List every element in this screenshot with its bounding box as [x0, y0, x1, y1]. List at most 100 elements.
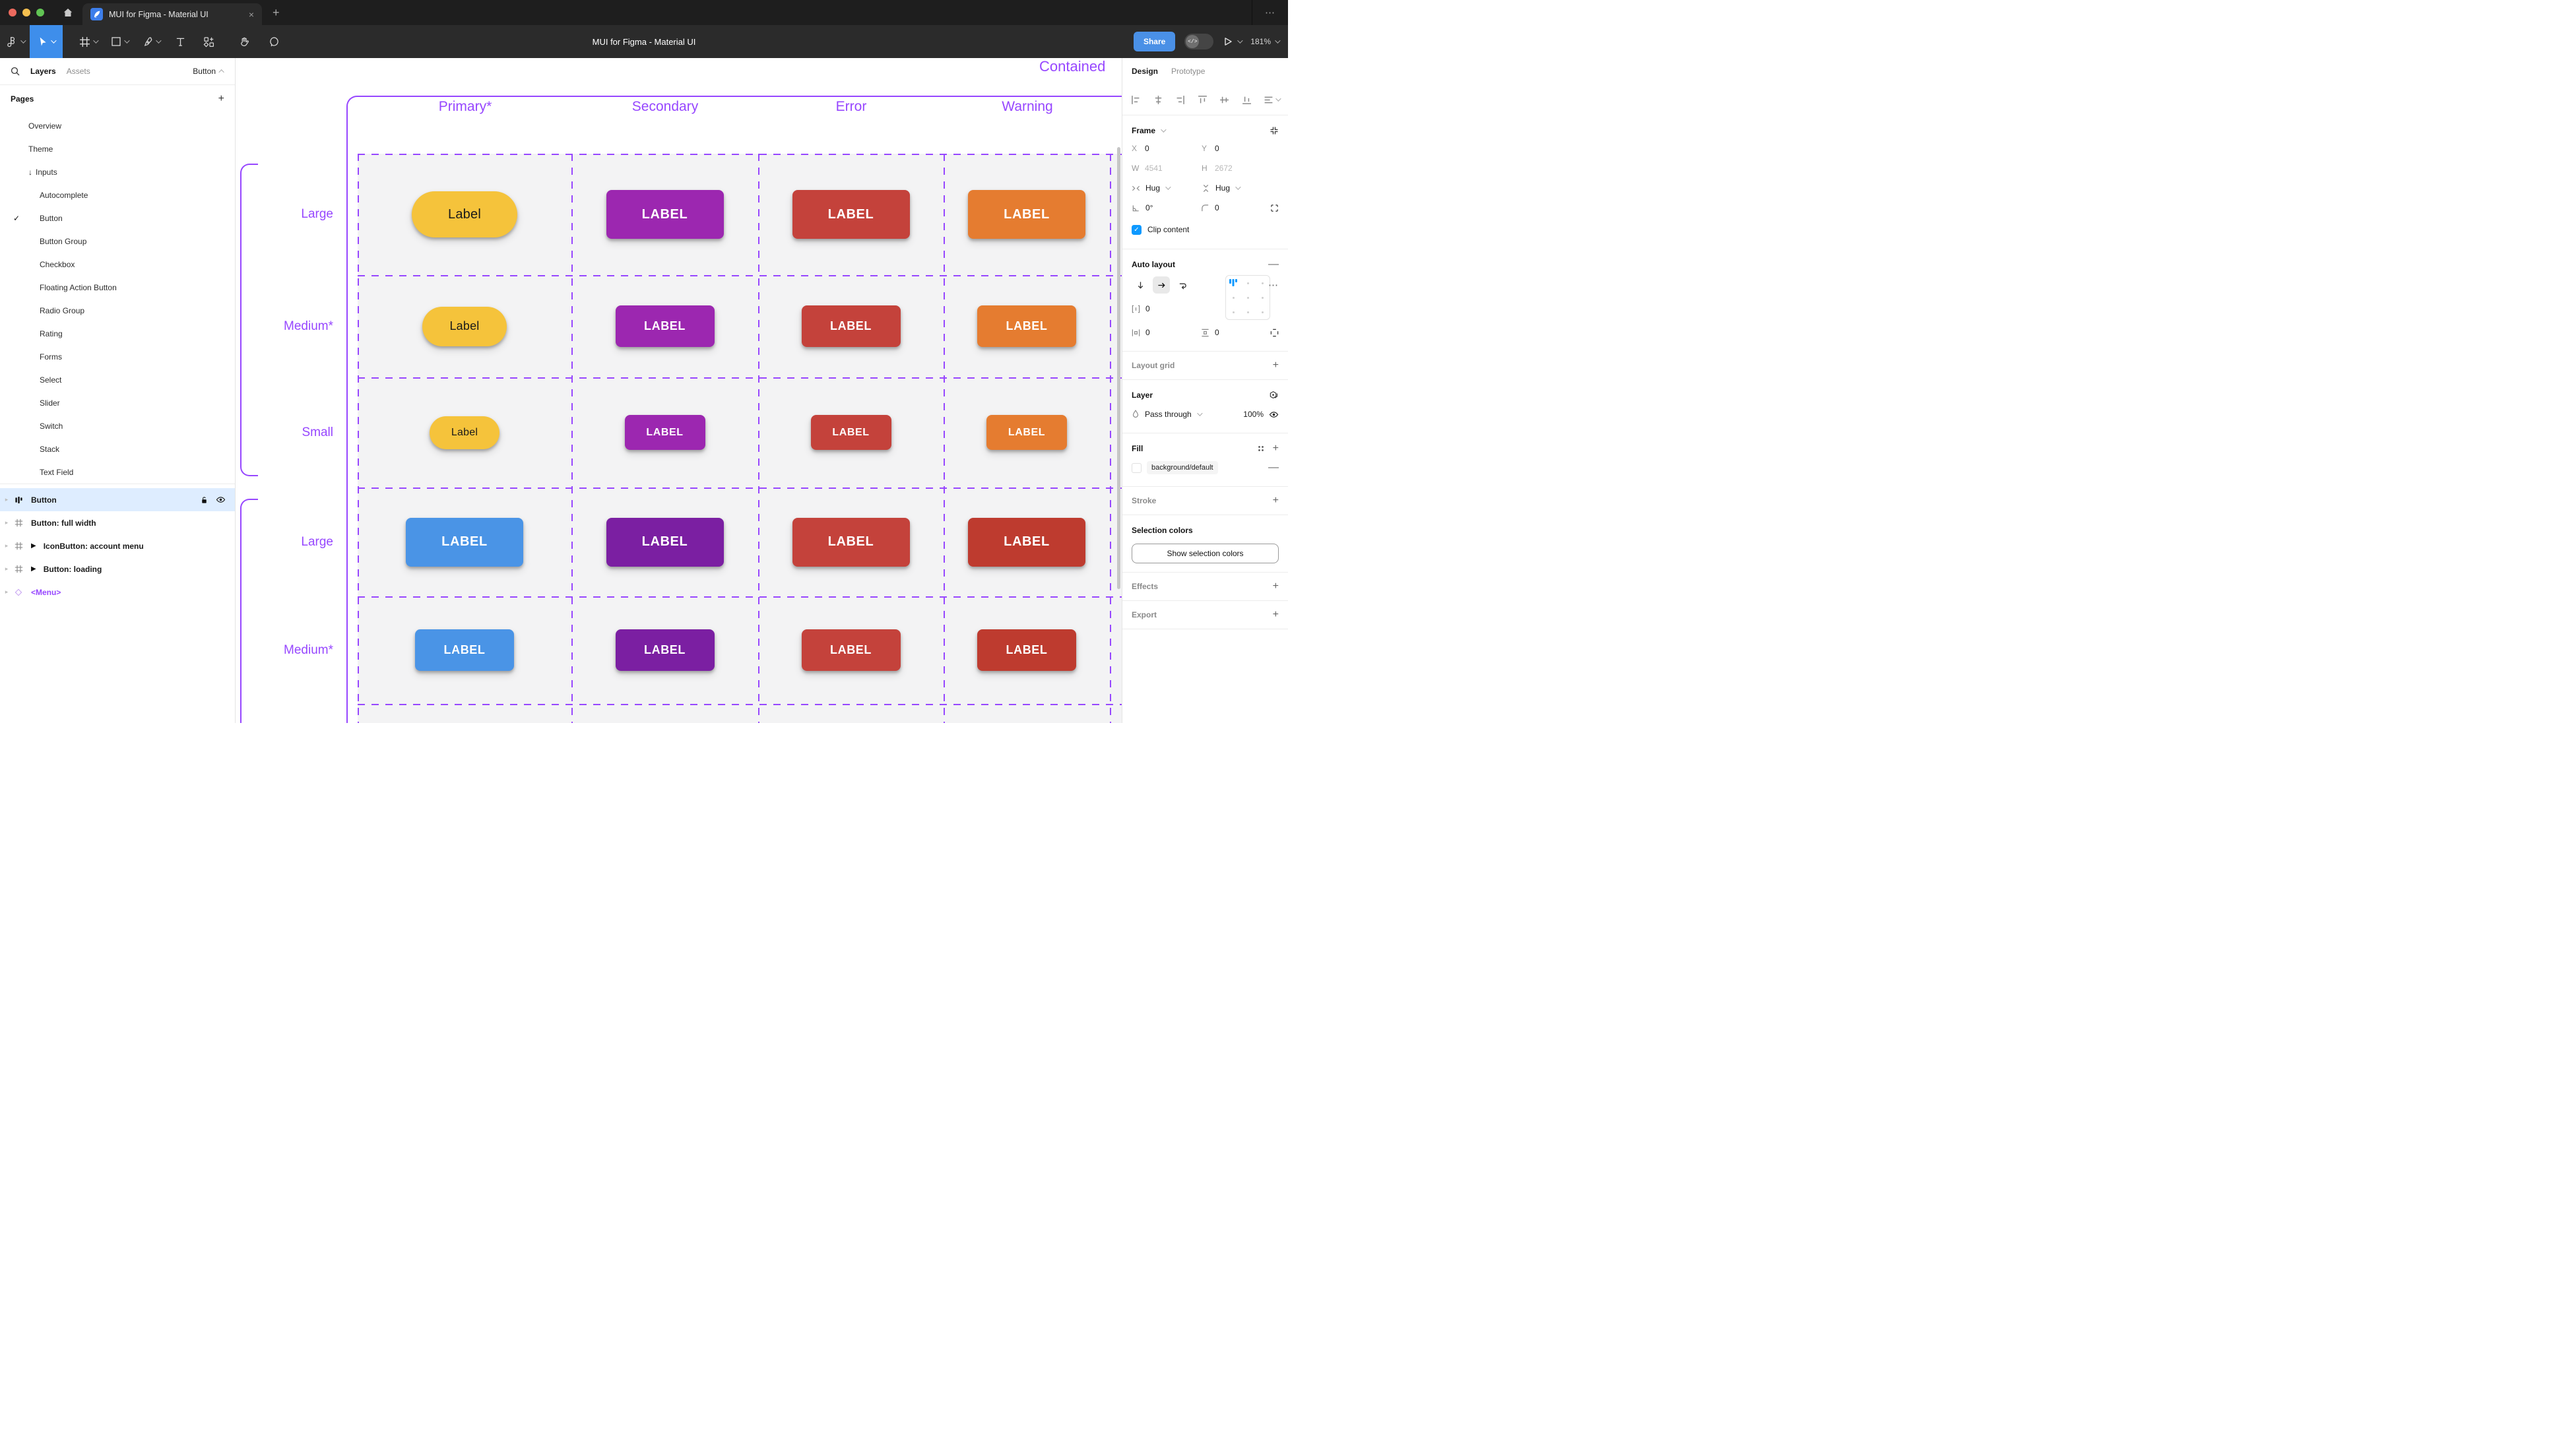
- width-value[interactable]: 4541: [1145, 164, 1163, 173]
- collapse-icon[interactable]: [1270, 126, 1279, 135]
- component-selector[interactable]: Button: [193, 67, 224, 76]
- tab-assets[interactable]: Assets: [66, 67, 90, 76]
- visibility-eye-icon[interactable]: [216, 495, 226, 504]
- layer-row[interactable]: ▸ ▶ Button: loading: [0, 557, 235, 581]
- caret-right-icon[interactable]: ▸: [5, 496, 9, 503]
- button-error-large-alt[interactable]: LABEL: [792, 517, 910, 567]
- fill-style-chip[interactable]: background/default: [1147, 461, 1218, 474]
- page-item[interactable]: Theme: [28, 144, 53, 154]
- main-menu-button[interactable]: [0, 25, 30, 58]
- button-primary-large[interactable]: Label: [412, 191, 517, 237]
- button-secondary-medium[interactable]: LABEL: [615, 305, 715, 347]
- button-primary-small[interactable]: Label: [430, 416, 499, 449]
- pen-tool-button[interactable]: [135, 25, 167, 58]
- layer-row-instance[interactable]: ▸ <Menu>: [0, 581, 235, 604]
- align-left-icon[interactable]: [1131, 95, 1141, 105]
- add-fill-button[interactable]: +: [1272, 443, 1279, 454]
- window-more-menu-button[interactable]: ⋯: [1265, 7, 1275, 18]
- minimize-window-button[interactable]: [22, 9, 30, 16]
- align-right-icon[interactable]: [1175, 95, 1185, 105]
- auto-layout-vertical-button[interactable]: [1132, 276, 1149, 294]
- fill-color-swatch[interactable]: [1132, 462, 1142, 473]
- add-page-button[interactable]: +: [218, 93, 224, 104]
- page-item[interactable]: Select: [40, 375, 62, 385]
- button-warning-small[interactable]: LABEL: [986, 415, 1067, 450]
- page-item[interactable]: Autocomplete: [40, 190, 88, 200]
- caret-right-icon[interactable]: ▸: [5, 542, 9, 549]
- button-primary-large-alt[interactable]: LABEL: [406, 517, 523, 567]
- page-item[interactable]: Text Field: [40, 467, 74, 477]
- button-secondary-large[interactable]: LABEL: [606, 190, 724, 239]
- frame-section-title[interactable]: Frame: [1132, 126, 1156, 135]
- button-warning-medium-alt[interactable]: LABEL: [977, 629, 1076, 671]
- x-value[interactable]: 0: [1145, 144, 1149, 153]
- auto-layout-more-button[interactable]: ⋯: [1268, 280, 1279, 291]
- opacity-value[interactable]: 100%: [1243, 410, 1264, 419]
- tab-design[interactable]: Design: [1132, 67, 1159, 76]
- file-tab[interactable]: MUI for Figma - Material UI ×: [82, 3, 262, 25]
- align-bottom-icon[interactable]: [1242, 95, 1252, 105]
- gap-field[interactable]: 0: [1132, 299, 1217, 319]
- button-error-medium[interactable]: LABEL: [801, 305, 901, 347]
- page-item[interactable]: Stack: [40, 444, 60, 454]
- button-error-medium-alt[interactable]: LABEL: [801, 629, 901, 671]
- height-value[interactable]: 2672: [1215, 164, 1233, 173]
- distribute-menu[interactable]: [1264, 95, 1281, 105]
- corner-radius-field[interactable]: 0: [1201, 203, 1270, 212]
- add-stroke-button[interactable]: +: [1272, 495, 1279, 506]
- button-error-small[interactable]: LABEL: [810, 415, 891, 450]
- page-item[interactable]: Checkbox: [40, 259, 75, 269]
- layer-row[interactable]: ▸ Button: full width: [0, 511, 235, 534]
- auto-layout-wrap-button[interactable]: [1174, 276, 1191, 294]
- layer-row-selected[interactable]: ▸ Button: [0, 488, 235, 511]
- close-tab-icon[interactable]: ×: [248, 9, 254, 20]
- hand-tool-button[interactable]: [229, 25, 259, 58]
- dev-mode-toggle[interactable]: </>: [1184, 34, 1214, 49]
- page-item[interactable]: Radio Group: [40, 305, 85, 315]
- page-item[interactable]: ↓ Inputs: [28, 167, 57, 177]
- independent-corners-icon[interactable]: [1270, 204, 1279, 212]
- button-warning-large-alt[interactable]: LABEL: [968, 517, 1085, 567]
- vertical-resizing-select[interactable]: Hug: [1202, 183, 1272, 193]
- zoom-window-button[interactable]: [36, 9, 44, 16]
- caret-right-icon[interactable]: ▸: [5, 565, 9, 572]
- button-primary-medium-alt[interactable]: LABEL: [415, 629, 514, 671]
- auto-layout-horizontal-button-selected[interactable]: [1153, 276, 1170, 294]
- rotation-field[interactable]: 0°: [1132, 203, 1201, 212]
- individual-padding-icon[interactable]: [1270, 329, 1279, 337]
- page-item[interactable]: Slider: [40, 398, 60, 408]
- button-secondary-small[interactable]: LABEL: [624, 415, 705, 450]
- layer-row[interactable]: ▸ ▶ IconButton: account menu: [0, 534, 235, 557]
- vertical-padding-field[interactable]: 0: [1201, 328, 1270, 337]
- caret-right-icon[interactable]: ▸: [5, 588, 9, 595]
- home-button[interactable]: [53, 0, 82, 25]
- zoom-menu[interactable]: 181%: [1250, 37, 1281, 46]
- page-item[interactable]: Floating Action Button: [40, 282, 117, 292]
- present-button[interactable]: [1223, 36, 1243, 47]
- add-layout-grid-button[interactable]: +: [1272, 360, 1279, 371]
- comment-tool-button[interactable]: [259, 25, 288, 58]
- horizontal-padding-field[interactable]: 0: [1132, 328, 1201, 337]
- alignment-grid[interactable]: [1225, 275, 1270, 320]
- blend-mode-select[interactable]: Pass through: [1145, 410, 1192, 419]
- button-primary-medium[interactable]: Label: [422, 306, 507, 346]
- page-item[interactable]: Overview: [28, 121, 62, 131]
- canvas-scrollbar[interactable]: [1117, 147, 1120, 589]
- tab-prototype[interactable]: Prototype: [1171, 67, 1206, 76]
- frame-tool-button[interactable]: [72, 25, 104, 58]
- remove-auto-layout-button[interactable]: —: [1268, 259, 1279, 270]
- page-item-current[interactable]: ✓ Button: [13, 213, 63, 223]
- page-item[interactable]: Rating: [40, 329, 63, 338]
- move-tool-button-selected[interactable]: [30, 25, 63, 58]
- align-vertical-center-icon[interactable]: [1219, 95, 1229, 105]
- text-tool-button[interactable]: [167, 25, 193, 58]
- page-item[interactable]: Switch: [40, 421, 63, 431]
- search-icon[interactable]: [11, 67, 20, 76]
- page-item[interactable]: Button Group: [40, 236, 87, 246]
- align-top-icon[interactable]: [1198, 95, 1208, 105]
- clip-content-checkbox[interactable]: ✓: [1132, 224, 1142, 235]
- styles-icon[interactable]: [1257, 445, 1265, 453]
- caret-right-icon[interactable]: ▸: [5, 519, 9, 526]
- button-secondary-large-alt[interactable]: LABEL: [606, 517, 724, 567]
- shape-tool-button[interactable]: [104, 25, 135, 58]
